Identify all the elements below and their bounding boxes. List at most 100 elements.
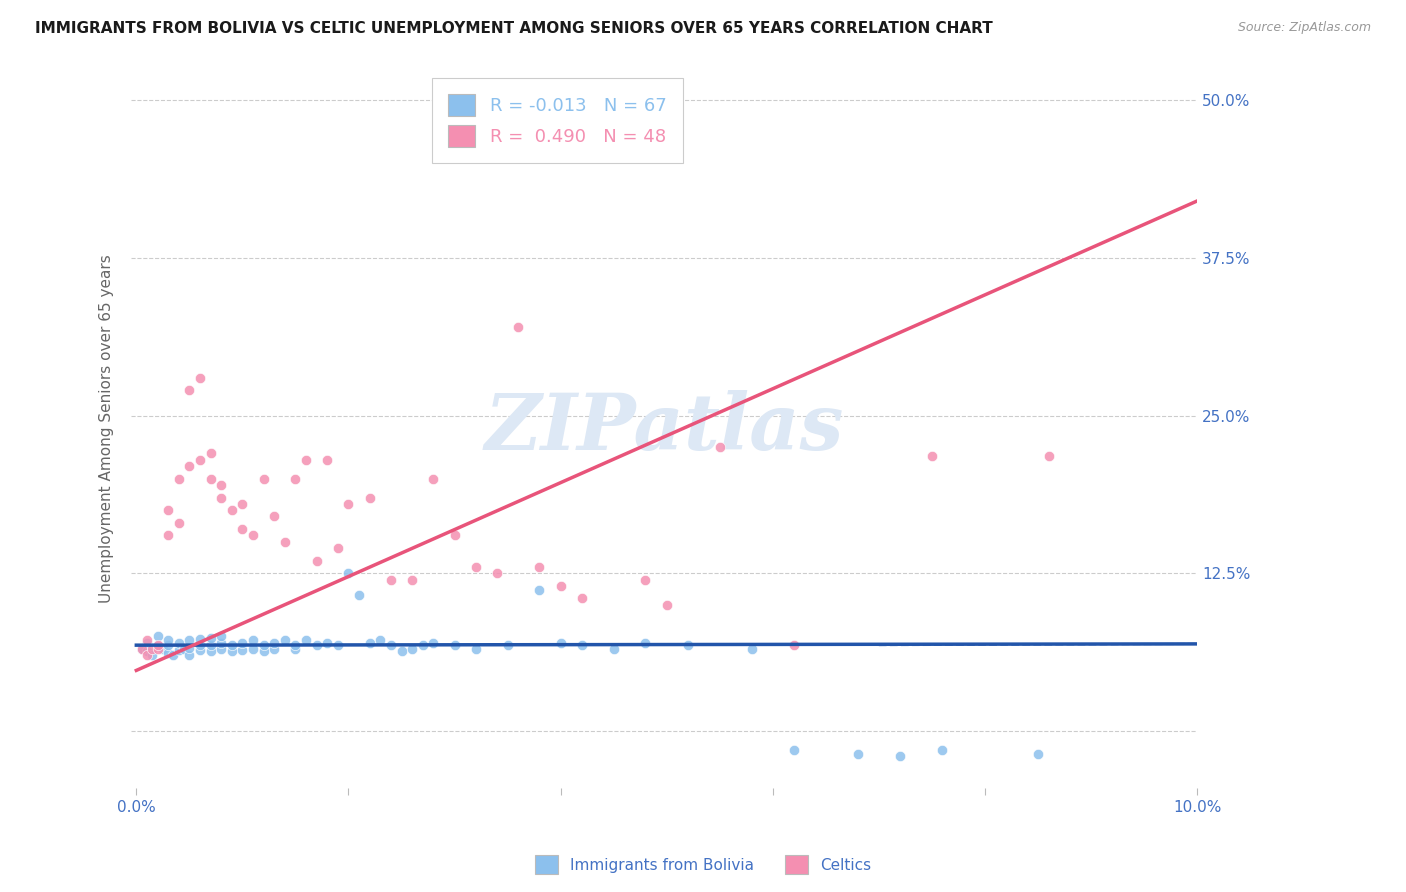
Point <box>157 503 180 517</box>
Point <box>141 642 163 657</box>
Point <box>741 642 763 657</box>
Point <box>316 635 339 649</box>
Point <box>146 629 169 643</box>
Point <box>783 743 806 757</box>
Point <box>263 642 285 657</box>
Point <box>209 491 232 505</box>
Point <box>709 440 731 454</box>
Point <box>131 642 153 657</box>
Point <box>188 452 211 467</box>
Point <box>422 472 444 486</box>
Point <box>252 644 274 658</box>
Point <box>146 638 169 652</box>
Point <box>571 638 593 652</box>
Point <box>131 642 153 657</box>
Point <box>231 643 253 657</box>
Point <box>391 644 413 658</box>
Point <box>162 648 184 663</box>
Legend: Immigrants from Bolivia, Celtics: Immigrants from Bolivia, Celtics <box>529 849 877 880</box>
Point <box>295 452 318 467</box>
Point <box>167 643 190 657</box>
Text: IMMIGRANTS FROM BOLIVIA VS CELTIC UNEMPLOYMENT AMONG SENIORS OVER 65 YEARS CORRE: IMMIGRANTS FROM BOLIVIA VS CELTIC UNEMPL… <box>35 21 993 36</box>
Point <box>634 573 657 587</box>
Point <box>337 566 360 581</box>
Point <box>157 638 180 652</box>
Point <box>179 648 201 663</box>
Point <box>209 629 232 643</box>
Point <box>167 516 190 530</box>
Point <box>412 638 434 652</box>
Point <box>305 554 328 568</box>
Point <box>550 635 572 649</box>
Point <box>464 642 486 657</box>
Point <box>179 633 201 648</box>
Point <box>655 598 678 612</box>
Point <box>188 643 211 657</box>
Point <box>136 633 159 648</box>
Point <box>316 452 339 467</box>
Point <box>242 528 264 542</box>
Point <box>136 635 159 649</box>
Point <box>1026 747 1049 761</box>
Point <box>359 491 381 505</box>
Point <box>337 497 360 511</box>
Point <box>188 638 211 652</box>
Point <box>347 588 370 602</box>
Point <box>252 638 274 652</box>
Point <box>295 633 318 648</box>
Point <box>401 573 423 587</box>
Text: ZIPatlas: ZIPatlas <box>484 390 844 467</box>
Point <box>231 497 253 511</box>
Point <box>634 635 657 649</box>
Point <box>284 638 307 652</box>
Point <box>889 749 911 764</box>
Point <box>141 648 163 663</box>
Point <box>846 747 869 761</box>
Point <box>263 509 285 524</box>
Point <box>200 644 222 658</box>
Point <box>136 644 159 658</box>
Point <box>485 566 508 581</box>
Legend: R = -0.013   N = 67, R =  0.490   N = 48: R = -0.013 N = 67, R = 0.490 N = 48 <box>432 78 683 163</box>
Point <box>242 642 264 657</box>
Point <box>263 635 285 649</box>
Point <box>401 642 423 657</box>
Point <box>157 528 180 542</box>
Point <box>1038 449 1060 463</box>
Point <box>242 633 264 648</box>
Point <box>571 591 593 606</box>
Point <box>326 541 349 555</box>
Point <box>209 635 232 649</box>
Text: Source: ZipAtlas.com: Source: ZipAtlas.com <box>1237 21 1371 34</box>
Point <box>529 582 551 597</box>
Point <box>464 560 486 574</box>
Point <box>173 642 195 657</box>
Point <box>380 573 402 587</box>
Point <box>508 320 530 334</box>
Point <box>550 579 572 593</box>
Point <box>200 472 222 486</box>
Point <box>179 458 201 473</box>
Point <box>146 642 169 657</box>
Point <box>221 644 243 658</box>
Point <box>136 648 159 663</box>
Point <box>602 642 624 657</box>
Point <box>221 503 243 517</box>
Point <box>179 640 201 655</box>
Point <box>326 638 349 652</box>
Point <box>157 646 180 660</box>
Point <box>200 631 222 645</box>
Point <box>152 642 174 657</box>
Point <box>179 384 201 398</box>
Point <box>921 449 943 463</box>
Point <box>146 638 169 652</box>
Point <box>167 472 190 486</box>
Point <box>188 370 211 384</box>
Point <box>529 560 551 574</box>
Point <box>380 638 402 652</box>
Point <box>422 635 444 649</box>
Point <box>783 638 806 652</box>
Point <box>274 633 297 648</box>
Point <box>931 743 953 757</box>
Point <box>676 638 699 652</box>
